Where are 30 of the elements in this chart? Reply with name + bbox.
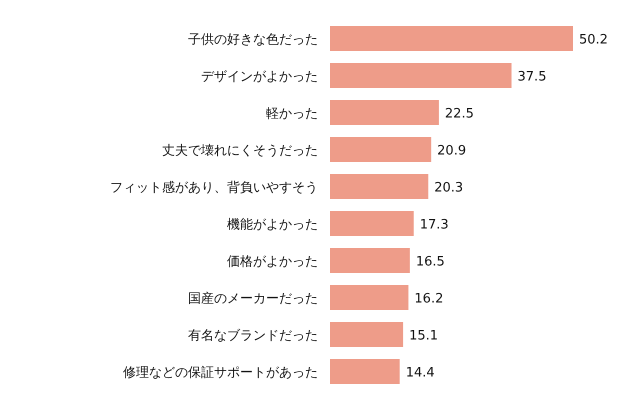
bar	[330, 285, 408, 310]
y-tick-label: 軽かった	[266, 106, 318, 122]
data-label: 16.5	[416, 254, 445, 270]
bar	[330, 137, 432, 162]
y-tick-label: デザインがよかった	[201, 70, 318, 84]
data-label: 50.2	[579, 32, 608, 48]
data-label: 16.2	[414, 292, 444, 306]
y-tick-label: 価格がよかった	[227, 254, 318, 270]
y-tick-label: 修理などの保証サポートがあった	[123, 366, 318, 380]
data-label: 37.5	[518, 70, 546, 84]
data-label: 14.4	[406, 366, 435, 380]
data-label: 17.3	[420, 218, 449, 232]
data-label: 22.5	[444, 106, 474, 122]
bar	[330, 174, 428, 199]
bar	[330, 359, 400, 384]
data-label: 20.9	[437, 144, 466, 158]
data-label: 20.3	[434, 180, 464, 196]
bar	[330, 26, 573, 51]
y-tick-label: 機能がよかった	[227, 218, 318, 232]
y-tick-label: フィット感があり、背負いやすそう	[110, 180, 318, 196]
bar	[330, 100, 439, 125]
y-tick-label: 丈夫で壊れにくそうだった	[162, 144, 318, 158]
y-tick-label: 有名なブランドだった	[188, 328, 318, 344]
data-label: 15.1	[409, 328, 438, 344]
bar	[330, 211, 414, 236]
y-tick-label: 子供の好きな色だった	[188, 32, 318, 48]
bar	[330, 63, 512, 88]
bar	[330, 248, 410, 273]
y-tick-label: 国産のメーカーだった	[188, 290, 318, 306]
bar	[330, 322, 404, 347]
